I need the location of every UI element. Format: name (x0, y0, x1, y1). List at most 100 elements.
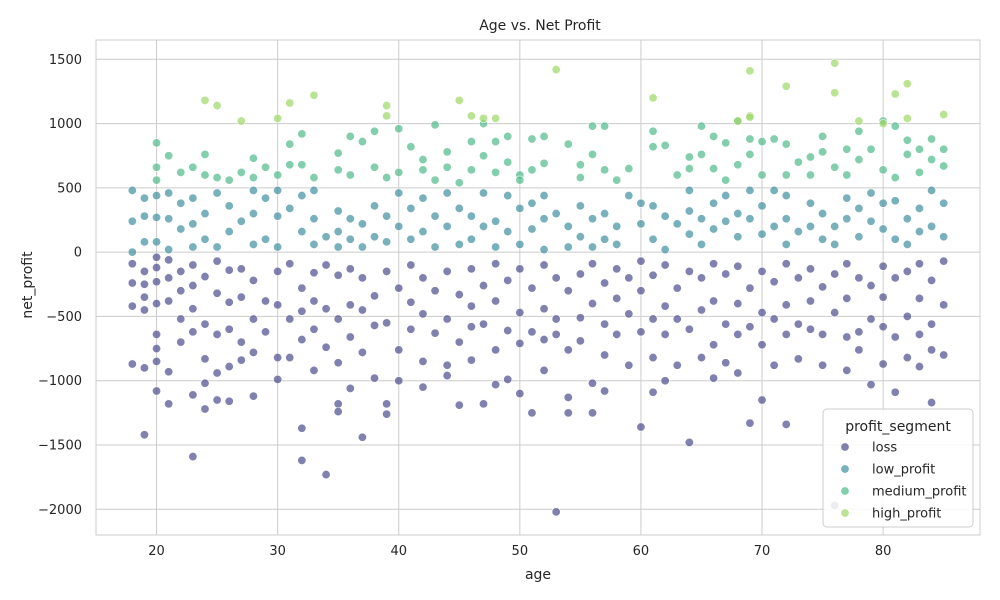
data-point (515, 338, 525, 348)
data-point (539, 245, 549, 255)
data-point (684, 206, 694, 216)
data-point (285, 139, 295, 149)
data-point (430, 175, 440, 185)
data-point (224, 265, 234, 275)
data-point (309, 214, 319, 224)
data-point (188, 452, 198, 462)
data-point (273, 242, 283, 252)
data-point (878, 359, 888, 369)
data-point (176, 167, 186, 177)
data-point (854, 273, 864, 283)
data-point (757, 229, 767, 239)
data-point (600, 319, 610, 329)
data-point (709, 373, 719, 383)
data-point (164, 296, 174, 306)
data-point (503, 326, 513, 336)
data-point (273, 374, 283, 384)
data-point (515, 308, 525, 318)
data-point (914, 259, 924, 269)
data-point (200, 209, 210, 219)
data-point (709, 198, 719, 208)
data-point (466, 165, 476, 175)
data-point (684, 164, 694, 174)
data-point (224, 324, 234, 334)
data-point (164, 214, 174, 224)
data-point (188, 390, 198, 400)
data-point (200, 404, 210, 414)
data-point (769, 314, 779, 324)
data-point (563, 392, 573, 402)
data-point (515, 239, 525, 249)
data-point (733, 368, 743, 378)
data-point (248, 173, 258, 183)
data-point (139, 292, 149, 302)
data-point (757, 340, 767, 350)
data-point (127, 301, 137, 311)
data-point (309, 365, 319, 375)
data-point (139, 279, 149, 289)
data-point (454, 239, 464, 249)
data-point (575, 313, 585, 323)
data-point (878, 224, 888, 234)
x-tick-label: 40 (390, 544, 407, 559)
data-point (939, 300, 949, 310)
data-point (902, 149, 912, 159)
data-point (575, 269, 585, 279)
data-point (273, 211, 283, 221)
data-point (672, 360, 682, 370)
data-point (696, 305, 706, 315)
data-point (273, 300, 283, 310)
data-point (551, 273, 561, 283)
data-point (636, 219, 646, 229)
legend-marker (840, 486, 850, 496)
data-point (939, 232, 949, 242)
data-point (418, 193, 428, 203)
data-point (357, 347, 367, 357)
data-point (890, 387, 900, 397)
data-point (733, 116, 743, 126)
data-point (152, 191, 162, 201)
data-point (212, 329, 222, 339)
data-point (914, 227, 924, 237)
series-high-profit (200, 58, 949, 129)
data-point (370, 291, 380, 301)
legend-item: high_profit (840, 507, 941, 522)
data-point (854, 232, 864, 242)
data-point (745, 112, 755, 122)
data-point (139, 193, 149, 203)
data-point (551, 209, 561, 219)
data-point (418, 273, 428, 283)
data-point (696, 239, 706, 249)
data-point (684, 324, 694, 334)
legend: profit_segment loss low_profit medium_prof… (822, 408, 974, 528)
data-point (394, 376, 404, 386)
data-point (297, 227, 307, 237)
data-point (273, 353, 283, 363)
data-point (309, 324, 319, 334)
data-point (587, 214, 597, 224)
data-point (406, 297, 416, 307)
data-point (418, 227, 428, 237)
y-tick-label: −1000 (38, 374, 82, 389)
data-point (442, 147, 452, 157)
data-point (854, 327, 864, 337)
data-point (842, 144, 852, 154)
data-point (902, 353, 912, 363)
data-point (733, 261, 743, 271)
data-point (491, 242, 501, 252)
data-point (878, 292, 888, 302)
data-point (939, 198, 949, 208)
data-point (406, 234, 416, 244)
data-point (818, 147, 828, 157)
data-point (176, 337, 186, 347)
data-point (127, 359, 137, 369)
legend-label: low_profit (872, 463, 935, 478)
data-point (321, 470, 331, 480)
data-point (757, 308, 767, 318)
data-point (200, 319, 210, 329)
data-point (236, 264, 246, 274)
data-point (890, 173, 900, 183)
data-point (927, 275, 937, 285)
data-point (333, 407, 343, 417)
data-point (745, 149, 755, 159)
